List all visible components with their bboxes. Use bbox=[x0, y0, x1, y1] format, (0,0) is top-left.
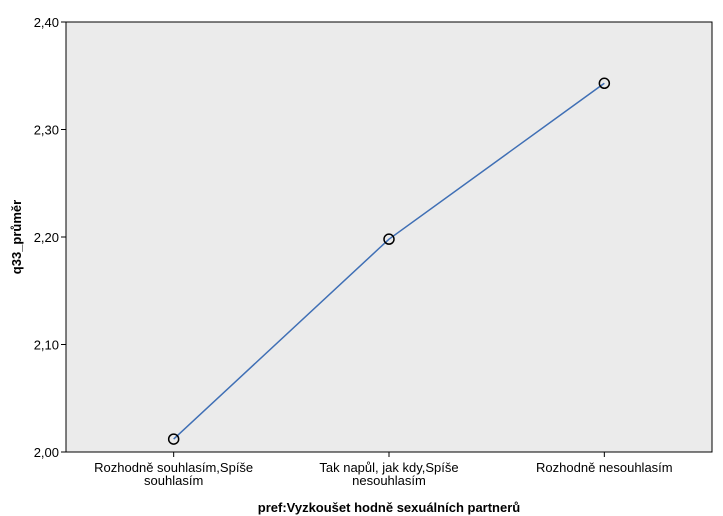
y-tick-label: 2,10 bbox=[34, 338, 59, 353]
series-line bbox=[173, 82, 605, 440]
y-tick-label: 2,20 bbox=[34, 230, 59, 245]
y-tick-label: 2,30 bbox=[34, 123, 59, 138]
x-tick-label: Tak napůl, jak kdy,Spíše nesouhlasím bbox=[319, 460, 458, 488]
data-points bbox=[167, 77, 611, 445]
data-point bbox=[383, 233, 395, 245]
y-tick-label: 2,40 bbox=[34, 15, 59, 30]
series-line-group bbox=[173, 82, 605, 440]
y-axis-title: q33_průměr bbox=[9, 200, 24, 274]
data-point bbox=[167, 433, 180, 445]
y-axis-ticks: 2,00 2,10 2,20 2,30 2,40 bbox=[34, 15, 66, 460]
y-tick-label: 2,00 bbox=[34, 445, 59, 460]
x-axis-title: pref:Vyzkoušet hodně sexuálních partnerů bbox=[258, 500, 521, 515]
x-tick-label: Rozhodně nesouhlasím bbox=[536, 460, 673, 475]
data-point bbox=[598, 77, 611, 90]
x-axis-ticks: Rozhodně souhlasím,Spíše souhlasím Tak nap… bbox=[94, 452, 673, 488]
x-tick-label: Rozhodně souhlasím,Spíše souhlasím bbox=[94, 460, 253, 488]
plot-area bbox=[65, 21, 713, 453]
